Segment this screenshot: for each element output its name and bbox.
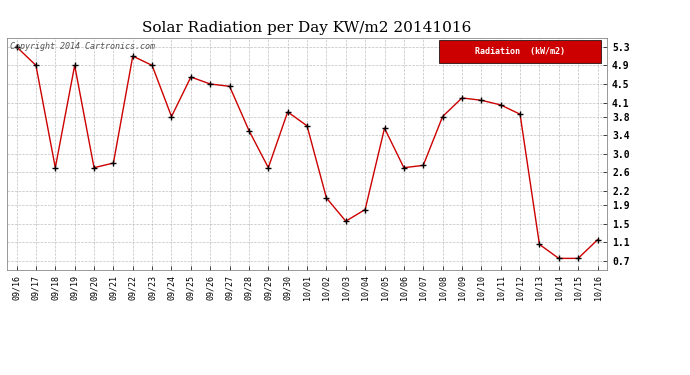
FancyBboxPatch shape [439,40,601,63]
Text: Radiation  (kW/m2): Radiation (kW/m2) [475,47,565,56]
Title: Solar Radiation per Day KW/m2 20141016: Solar Radiation per Day KW/m2 20141016 [142,21,472,35]
Text: Copyright 2014 Cartronics.com: Copyright 2014 Cartronics.com [10,42,155,51]
